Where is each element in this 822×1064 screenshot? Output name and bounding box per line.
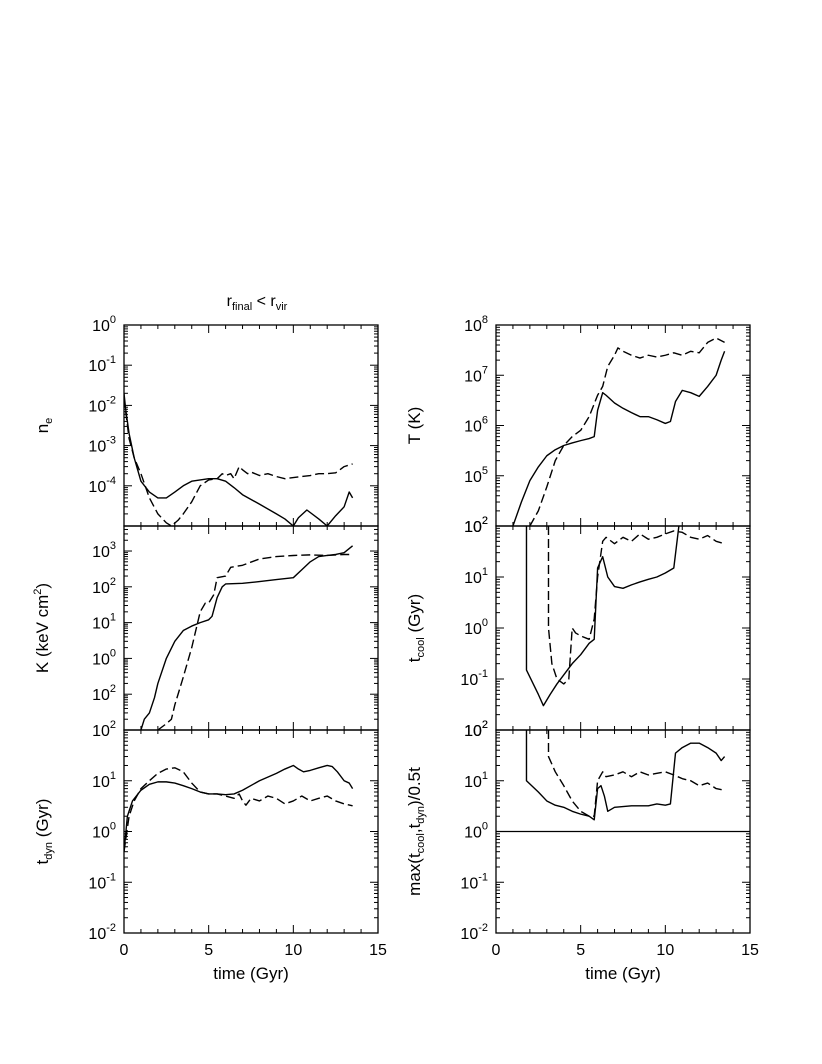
y-tick-label: 10-2 xyxy=(88,922,116,943)
y-label-main: n xyxy=(33,424,52,433)
y-tick-label: 100 xyxy=(92,821,116,842)
y-axis-label: K (keV cm2) xyxy=(32,583,52,673)
y-label-part: cool xyxy=(415,833,427,853)
series-solid-line xyxy=(124,393,354,526)
panel-ratio: 102 101 100 10-1 10-20 5 10 15 time (Gyr) max(tco… xyxy=(405,719,759,983)
plot-frame xyxy=(123,525,379,731)
panel-K: 103 102 101 100 102 K (keV cm2) xyxy=(32,525,379,731)
x-tick-label: 0 xyxy=(120,942,129,959)
y-label-main: K (keV cm xyxy=(33,595,52,673)
y-tick-label: 10-1 xyxy=(460,871,488,892)
y-tick-label: 102 xyxy=(92,683,116,704)
y-tick-label: 10-4 xyxy=(88,475,116,496)
y-tick-label: 102 xyxy=(464,719,488,740)
y-label-sub: e xyxy=(43,418,55,424)
x-tick-label: 10 xyxy=(656,942,674,959)
y-label-sub: dyn xyxy=(43,842,55,860)
y-label-after: ) xyxy=(33,583,52,589)
y-tick-label: 101 xyxy=(92,612,116,633)
y-tick-label: 10-2 xyxy=(460,922,488,943)
y-axis-label: ne xyxy=(33,418,55,434)
y-label-main: t xyxy=(405,657,424,662)
plot-frame xyxy=(495,324,751,527)
y-tick-label: 103 xyxy=(92,540,116,561)
y-tick-label: 102 xyxy=(464,515,488,536)
y-tick-label: 101 xyxy=(464,770,488,791)
x-tick-label: 5 xyxy=(204,942,213,959)
y-tick-label: 100 xyxy=(464,821,488,842)
y-label-part: max(t xyxy=(405,853,424,896)
y-axis-label: tcool (Gyr) xyxy=(405,594,427,662)
y-label-sup: 2 xyxy=(32,589,44,595)
y-label-part: ,t xyxy=(405,823,424,833)
y-tick-label: 10-3 xyxy=(88,435,116,456)
panel-tcool: 102 101 100 10-1 102 tcool (Gyr) xyxy=(405,515,751,740)
y-tick-label: 105 xyxy=(464,465,488,486)
series-dashed-line xyxy=(124,398,353,526)
y-label-part: dyn xyxy=(415,806,427,824)
plot-frame xyxy=(495,525,751,731)
x-tick-label: 10 xyxy=(284,942,302,959)
y-tick-label: 100 xyxy=(92,314,116,335)
series-solid-line xyxy=(124,764,354,852)
y-label-main: t xyxy=(33,859,52,864)
y-tick-label: 101 xyxy=(92,770,116,791)
y-tick-label: 107 xyxy=(464,364,488,385)
series-dashed-line xyxy=(547,526,725,685)
series-dashed-line xyxy=(547,730,725,817)
y-label-after: (Gyr) xyxy=(33,799,52,842)
y-tick-label: 101 xyxy=(464,566,488,587)
x-tick-label: 15 xyxy=(369,942,387,959)
y-tick-label: 100 xyxy=(464,617,488,638)
x-tick-label: 15 xyxy=(741,942,759,959)
x-tick-label: 0 xyxy=(492,942,501,959)
y-tick-label: 10-1 xyxy=(88,354,116,375)
y-tick-label: 10-1 xyxy=(88,871,116,892)
plot-frame xyxy=(123,729,379,934)
y-label-after: (Gyr) xyxy=(405,594,424,637)
y-tick-label: 10-2 xyxy=(88,394,116,415)
y-axis-label: T (K) xyxy=(405,407,424,444)
y-tick-label: 102 xyxy=(92,719,116,740)
panel-ne: 100 10-1 10-2 10-3 10-4 ne xyxy=(33,314,379,527)
y-axis-label: tdyn (Gyr) xyxy=(33,799,55,865)
x-axis-label: time (Gyr) xyxy=(213,964,289,983)
series-solid-line xyxy=(140,545,354,730)
y-label-part: )/0.5t xyxy=(405,767,424,806)
y-tick-label: 108 xyxy=(464,314,488,335)
series-dashed-line xyxy=(124,767,353,852)
plot-frame xyxy=(123,324,379,527)
x-axis-label: time (Gyr) xyxy=(585,964,661,983)
y-axis-label: max(tcool,tdyn)/0.5t xyxy=(405,767,427,896)
series-dashed-line xyxy=(529,337,725,526)
y-tick-label: 102 xyxy=(464,515,488,536)
y-tick-label: 100 xyxy=(92,647,116,668)
y-tick-label: 102 xyxy=(464,719,488,740)
y-tick-label: 106 xyxy=(464,415,488,436)
series-solid-line xyxy=(525,730,726,821)
y-label-sub: cool xyxy=(415,637,427,657)
panel-tdyn: 102 101 100 10-1 10-20 5 10 15 time (Gyr) tdyn (G… xyxy=(33,719,387,983)
y-label-main: T (K) xyxy=(405,407,424,444)
y-tick-label: 10-1 xyxy=(460,668,488,689)
series-solid-line xyxy=(525,526,680,707)
series-solid-line xyxy=(512,351,726,526)
figure-title: rfinal < rvir xyxy=(227,293,288,313)
series-dashed-line xyxy=(157,553,353,730)
y-tick-label: 102 xyxy=(92,576,116,597)
x-tick-label: 5 xyxy=(576,942,585,959)
panel-T: 108 107 106 105 102 T (K) xyxy=(405,314,751,536)
